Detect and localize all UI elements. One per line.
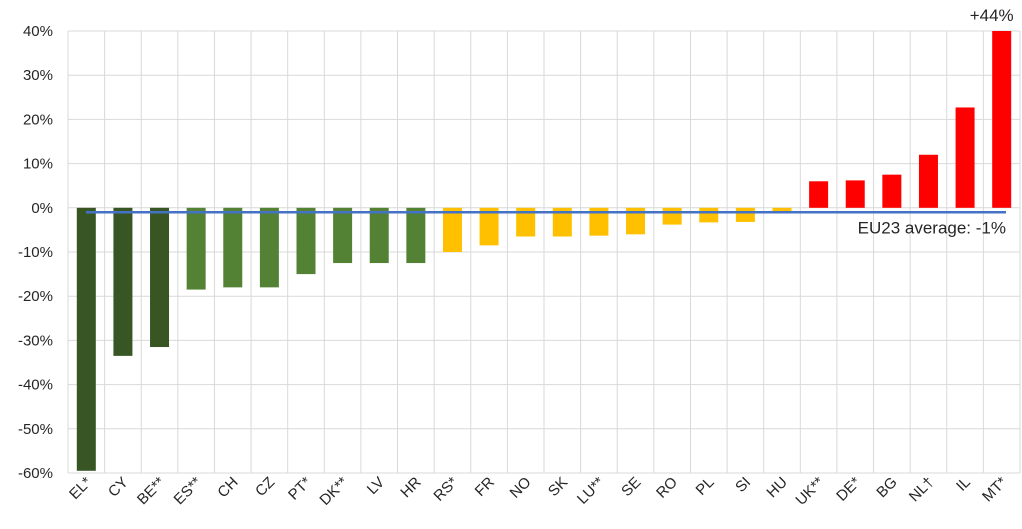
bar — [186, 207, 206, 290]
x-tick-label: PT* — [285, 474, 315, 504]
bar — [918, 154, 938, 208]
bar — [845, 180, 865, 208]
x-tick-label: SE — [618, 474, 644, 500]
x-tick-label: ES** — [171, 474, 206, 509]
bar — [369, 207, 389, 264]
x-tick-label: BG — [873, 474, 900, 501]
x-tick-label: LV — [364, 474, 388, 498]
bar — [955, 107, 975, 208]
x-tick-label: EL* — [66, 474, 95, 503]
bar — [150, 207, 170, 348]
y-tick-label: -30% — [18, 332, 53, 349]
x-tick-label: BE** — [134, 474, 169, 509]
y-tick-label: -60% — [18, 465, 53, 482]
x-tick-label: HU — [763, 474, 790, 501]
bars — [76, 31, 1012, 471]
y-tick-label: 0% — [31, 200, 53, 217]
bar — [406, 207, 426, 264]
x-tick-label: PL — [693, 474, 718, 499]
bar — [259, 207, 279, 288]
x-tick-label: NL† — [906, 474, 937, 505]
x-tick-label: SK — [545, 474, 571, 500]
x-tick-label: CY — [105, 474, 132, 501]
bar — [516, 207, 536, 237]
grid-lines — [67, 30, 1021, 474]
x-tick-label: MT* — [979, 474, 1011, 506]
x-tick-label: CZ — [252, 474, 278, 500]
bar — [772, 207, 792, 213]
x-tick-label: LU** — [574, 474, 608, 508]
y-axis: 40% 30% 20% 10% 0% -10% -20% -30% -40% -50% -60% — [18, 23, 53, 482]
y-tick-label: -20% — [18, 288, 53, 305]
bar — [223, 207, 243, 288]
mt-value-annotation: +44% — [970, 6, 1014, 25]
y-tick-label: 30% — [23, 67, 53, 84]
x-tick-label: CH — [214, 474, 241, 501]
bar — [735, 207, 755, 222]
y-tick-label: -40% — [18, 377, 53, 394]
bar — [992, 31, 1012, 208]
bar — [479, 207, 499, 246]
bar — [662, 207, 682, 225]
bar — [626, 207, 646, 235]
bar — [552, 207, 572, 237]
x-tick-label: FR — [472, 474, 498, 500]
y-tick-label: 40% — [23, 23, 53, 40]
bar — [809, 181, 829, 208]
x-tick-label: IL — [953, 474, 974, 495]
y-tick-label: 10% — [23, 156, 53, 173]
bar — [442, 207, 462, 252]
x-tick-label: SI — [732, 474, 754, 496]
bar — [76, 207, 96, 471]
x-axis: EL* CY BE** ES** CH CZ PT* DK** LV HR RS* FR NO SK LU*… — [66, 474, 1011, 509]
bar — [113, 207, 133, 356]
bar — [589, 207, 609, 236]
eu23-average-label: EU23 average: -1% — [858, 218, 1006, 237]
x-tick-label: NO — [507, 474, 535, 502]
bar — [333, 207, 353, 264]
bar — [882, 174, 902, 208]
y-tick-label: 20% — [23, 111, 53, 128]
x-tick-label: HR — [397, 474, 424, 501]
x-tick-label: RS* — [430, 474, 461, 505]
x-tick-label: DE* — [833, 474, 864, 505]
y-tick-label: -50% — [18, 421, 53, 438]
x-tick-label: UK** — [792, 474, 827, 509]
x-tick-label: DK** — [316, 474, 351, 509]
bar — [699, 207, 719, 223]
x-tick-label: RO — [653, 474, 681, 502]
y-tick-label: -10% — [18, 244, 53, 261]
bar — [296, 207, 316, 275]
